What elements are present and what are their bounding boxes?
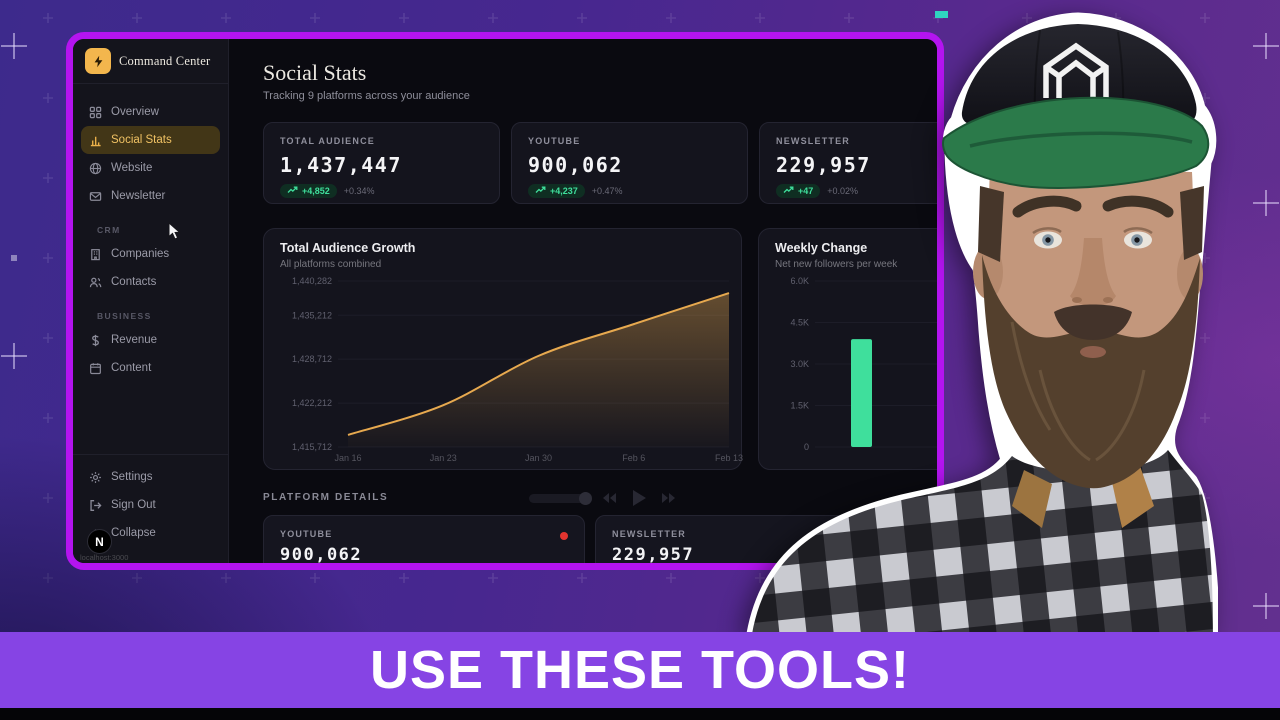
- page-subtitle: Tracking 9 platforms across your audienc…: [263, 90, 470, 102]
- svg-text:1,422,212: 1,422,212: [292, 398, 332, 408]
- svg-text:1,415,712: 1,415,712: [292, 442, 332, 452]
- svg-text:Jan 30: Jan 30: [525, 453, 552, 463]
- sidebar-item-label: Revenue: [111, 334, 158, 346]
- sidebar-item-label: Sign Out: [111, 499, 156, 511]
- delta-percent: +0.47%: [591, 186, 623, 196]
- delta-percent: +0.34%: [343, 186, 375, 196]
- scrubber-track[interactable]: [529, 491, 592, 505]
- sidebar-item-revenue[interactable]: Revenue: [81, 326, 220, 354]
- sidebar-item-website[interactable]: Website: [81, 154, 220, 182]
- svg-text:1,435,212: 1,435,212: [292, 310, 332, 320]
- live-dot: [560, 532, 568, 540]
- sidebar-item-settings[interactable]: Settings: [81, 463, 220, 491]
- video-player-controls: [529, 489, 677, 507]
- sidebar-item-label: Overview: [111, 106, 159, 118]
- sidebar-item-label: Social Stats: [111, 134, 172, 146]
- platform-value: 900,062: [280, 545, 363, 563]
- presenter-photo: [746, 12, 1218, 634]
- grid-icon: [89, 106, 102, 119]
- calendar-icon: [89, 362, 102, 375]
- skip-back-icon[interactable]: [601, 492, 617, 504]
- sidebar-item-label: Companies: [111, 248, 170, 260]
- mouse-cursor: [168, 222, 181, 240]
- sidebar-item-companies[interactable]: Companies: [81, 240, 220, 268]
- skip-forward-icon[interactable]: [661, 492, 677, 504]
- sidebar-item-sign-out[interactable]: Sign Out: [81, 491, 220, 519]
- sidebar-item-overview[interactable]: Overview: [81, 98, 220, 126]
- bottom-black-strip: [0, 708, 1280, 720]
- title-banner: USE THESE TOOLS!: [0, 632, 1280, 708]
- globe-icon: [89, 162, 102, 175]
- svg-text:Feb 6: Feb 6: [622, 453, 645, 463]
- stat-label: YOUTUBE: [528, 136, 581, 146]
- line-chart: 1,440,282 1,435,212 1,428,712 1,422,212 1,41…: [292, 276, 743, 463]
- sidebar: Command Center Overview Social Stats Websi…: [73, 39, 229, 563]
- crosshair-decoration: [1, 343, 27, 369]
- play-icon[interactable]: [631, 489, 647, 507]
- sidebar-item-newsletter[interactable]: Newsletter: [81, 182, 220, 210]
- gear-icon: [89, 471, 102, 484]
- platform-details-heading: PLATFORM DETAILS: [263, 492, 389, 503]
- svg-text:1,440,282: 1,440,282: [292, 276, 332, 286]
- delta-badge: +4,852: [280, 184, 337, 198]
- stat-card-youtube: YOUTUBE 900,062 +4,237 +0.47%: [511, 122, 748, 204]
- svg-text:Feb 13: Feb 13: [715, 453, 743, 463]
- svg-text:Jan 16: Jan 16: [334, 453, 361, 463]
- platform-card-youtube: YOUTUBE 900,062: [263, 515, 585, 563]
- bar-chart-icon: [89, 134, 102, 147]
- brand-name: Command Center: [119, 53, 211, 68]
- sidebar-nav: Overview Social Stats Website Newsletter CRM…: [73, 84, 228, 382]
- trending-up-icon: [535, 186, 546, 196]
- stat-label: TOTAL AUDIENCE: [280, 136, 375, 146]
- building-icon: [89, 248, 102, 261]
- platform-label: YOUTUBE: [280, 529, 333, 539]
- scrubber-knob[interactable]: [579, 491, 592, 505]
- crosshair-decoration: [1253, 33, 1279, 59]
- sidebar-item-label: Collapse: [111, 527, 156, 539]
- crosshair-decoration: [1253, 593, 1279, 619]
- sidebar-item-label: Contacts: [111, 276, 157, 288]
- svg-text:Jan 23: Jan 23: [430, 453, 457, 463]
- stat-value: 900,062: [528, 153, 623, 177]
- stat-card-total-audience: TOTAL AUDIENCE 1,437,447 +4,852 +0.34%: [263, 122, 500, 204]
- page-title: Social Stats: [263, 60, 367, 85]
- sidebar-item-content[interactable]: Content: [81, 354, 220, 382]
- crosshair-decoration: [1253, 190, 1279, 216]
- bolt-icon: [85, 48, 111, 74]
- status-url: localhost:3000: [80, 553, 129, 562]
- sidebar-item-label: Content: [111, 362, 152, 374]
- sidebar-item-label: Website: [111, 162, 153, 174]
- mail-icon: [89, 190, 102, 203]
- nextjs-dev-badge[interactable]: N: [87, 529, 112, 554]
- svg-text:1,428,712: 1,428,712: [292, 354, 332, 364]
- sidebar-item-label: Settings: [111, 471, 153, 483]
- sidebar-item-label: Newsletter: [111, 190, 166, 202]
- crosshair-decoration: [1, 33, 27, 59]
- sidebar-item-contacts[interactable]: Contacts: [81, 268, 220, 296]
- trending-up-icon: [287, 186, 298, 196]
- banner-text: USE THESE TOOLS!: [369, 640, 911, 700]
- sidebar-section-crm: CRM: [97, 225, 121, 235]
- dollar-icon: [89, 334, 102, 347]
- delta-badge: +4,237: [528, 184, 585, 198]
- brand-row: Command Center: [73, 39, 228, 84]
- gray-square-decoration: [11, 255, 17, 261]
- audience-growth-chart-card: Total Audience Growth All platforms comb…: [263, 228, 743, 470]
- users-icon: [89, 276, 102, 289]
- sidebar-section-business: BUSINESS: [97, 311, 152, 321]
- stat-value: 1,437,447: [280, 153, 402, 177]
- sidebar-item-social-stats[interactable]: Social Stats: [81, 126, 220, 154]
- sign-out-icon: [89, 499, 102, 512]
